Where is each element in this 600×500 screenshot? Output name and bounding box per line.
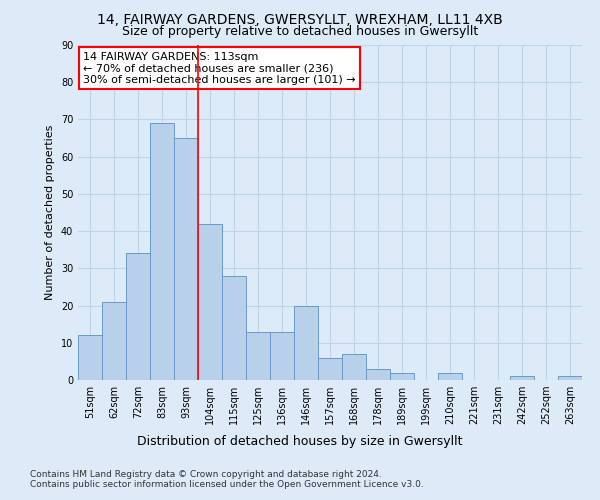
Text: Size of property relative to detached houses in Gwersyllt: Size of property relative to detached ho…	[122, 25, 478, 38]
Bar	[558, 376, 582, 380]
Bar	[150, 123, 174, 380]
Bar	[438, 372, 462, 380]
Bar	[102, 302, 126, 380]
Bar	[174, 138, 198, 380]
Text: Contains HM Land Registry data © Crown copyright and database right 2024.: Contains HM Land Registry data © Crown c…	[30, 470, 382, 479]
Bar	[366, 369, 390, 380]
Bar	[294, 306, 318, 380]
Bar	[270, 332, 294, 380]
Text: Contains public sector information licensed under the Open Government Licence v3: Contains public sector information licen…	[30, 480, 424, 489]
Bar	[390, 372, 414, 380]
Bar	[222, 276, 246, 380]
Text: 14 FAIRWAY GARDENS: 113sqm
← 70% of detached houses are smaller (236)
30% of sem: 14 FAIRWAY GARDENS: 113sqm ← 70% of deta…	[83, 52, 356, 85]
Bar	[78, 336, 102, 380]
Text: 14, FAIRWAY GARDENS, GWERSYLLT, WREXHAM, LL11 4XB: 14, FAIRWAY GARDENS, GWERSYLLT, WREXHAM,…	[97, 12, 503, 26]
Y-axis label: Number of detached properties: Number of detached properties	[45, 125, 55, 300]
Text: Distribution of detached houses by size in Gwersyllt: Distribution of detached houses by size …	[137, 435, 463, 448]
Bar	[510, 376, 534, 380]
Bar	[318, 358, 342, 380]
Bar	[198, 224, 222, 380]
Bar	[246, 332, 270, 380]
Bar	[126, 254, 150, 380]
Bar	[342, 354, 366, 380]
